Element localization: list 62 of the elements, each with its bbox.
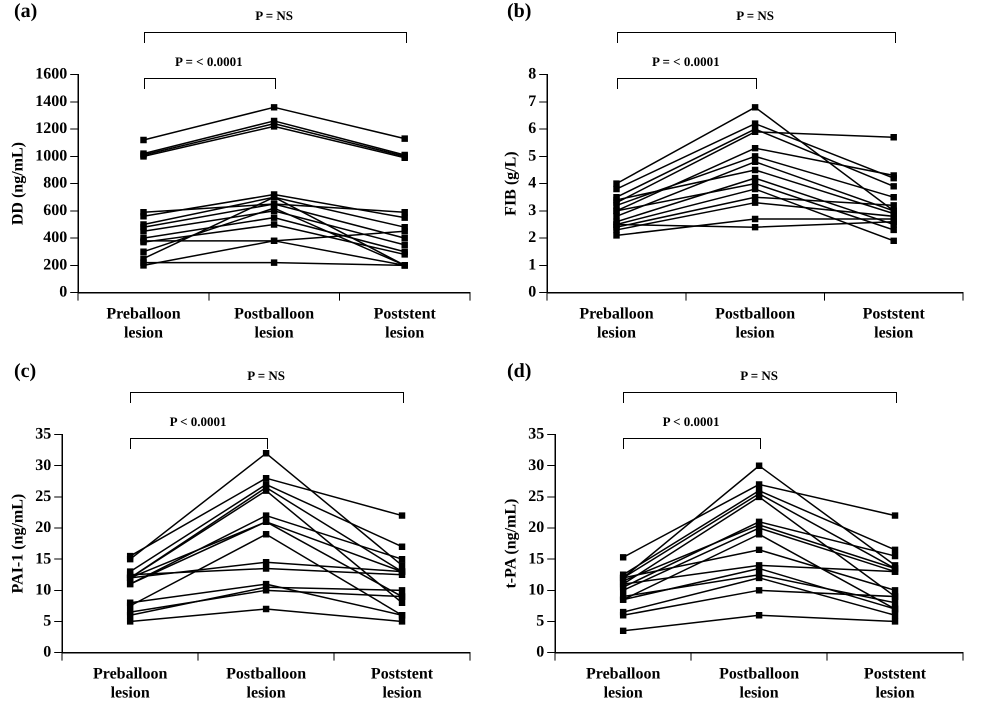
y-tick-label: 25 — [528, 488, 544, 506]
x-tick-label: Preballoon lesion — [579, 305, 654, 342]
y-tick-label: 15 — [528, 550, 544, 568]
y-tick-label: 1000 — [35, 147, 68, 164]
y-tick-label: 8 — [528, 66, 536, 83]
y-axis-title: FIB (g/L) — [502, 151, 520, 216]
x-tick-label: Postballoon lesion — [719, 665, 800, 702]
text: P = NS — [740, 368, 778, 384]
y-tick-label: 1600 — [35, 66, 68, 83]
x-tick-label: Postballoon lesion — [234, 305, 314, 342]
y-tick-label: 3 — [528, 202, 536, 219]
text: P = NS — [255, 8, 293, 24]
text: P = NS — [736, 8, 774, 24]
y-tick-label: 6 — [528, 120, 536, 138]
y-tick-label: 10 — [528, 581, 544, 598]
y-tick-label: 200 — [43, 256, 68, 274]
y-tick-label: 0 — [528, 284, 536, 301]
y-tick-label: 400 — [43, 229, 68, 246]
chart-title: (c) — [14, 360, 36, 383]
text: P < 0.0001 — [662, 414, 720, 430]
chart-title: (d) — [507, 360, 532, 383]
y-tick-label: 5 — [536, 612, 544, 630]
y-tick-label: 25 — [35, 488, 52, 506]
y-tick-label: 800 — [43, 174, 68, 192]
y-tick-label: 7 — [528, 92, 536, 110]
x-tick-label: Postballoon lesion — [715, 305, 796, 342]
text: P = < 0.0001 — [652, 54, 720, 70]
y-tick-label: 20 — [528, 519, 544, 536]
x-tick-label: Postballoon lesion — [226, 665, 306, 702]
y-axis-title: PAI-1 (ng/mL) — [10, 494, 27, 594]
y-tick-label: 0 — [536, 644, 544, 661]
text: P = NS — [247, 368, 285, 384]
y-tick-label: 1 — [528, 256, 536, 274]
x-tick-label: Poststent lesion — [864, 665, 927, 702]
y-tick-label: 20 — [35, 519, 52, 536]
x-tick-label: Poststent lesion — [370, 665, 434, 702]
x-tick-label: Poststent lesion — [862, 305, 926, 342]
y-tick-label: 15 — [35, 550, 52, 568]
y-tick-label: 5 — [43, 612, 52, 630]
y-axis-title: DD (ng/mL) — [10, 142, 27, 226]
y-tick-label: 600 — [43, 202, 68, 219]
y-tick-label: 0 — [43, 644, 52, 661]
text: P = < 0.0001 — [175, 54, 243, 70]
y-tick-label: 0 — [59, 284, 68, 301]
y-tick-label: 30 — [35, 456, 52, 474]
chart-title: (b) — [507, 0, 532, 23]
x-tick-label: Preballoon lesion — [586, 665, 660, 702]
chart-title: (a) — [14, 0, 38, 23]
y-axis-title: t-PA (ng/mL) — [502, 498, 520, 589]
y-tick-label: 1200 — [35, 120, 68, 138]
x-tick-label: Preballoon lesion — [92, 665, 168, 702]
y-tick-label: 35 — [35, 426, 52, 443]
y-tick-label: 30 — [528, 456, 544, 474]
x-tick-label: Preballoon lesion — [106, 305, 181, 342]
text: P < 0.0001 — [170, 414, 227, 430]
y-tick-label: 35 — [528, 426, 544, 443]
y-tick-label: 5 — [528, 147, 536, 164]
y-tick-label: 10 — [35, 581, 52, 598]
x-tick-label: Poststent lesion — [374, 305, 436, 342]
y-tick-label: 1400 — [35, 92, 68, 110]
y-tick-label: 2 — [528, 229, 536, 246]
y-tick-label: 4 — [528, 174, 536, 192]
